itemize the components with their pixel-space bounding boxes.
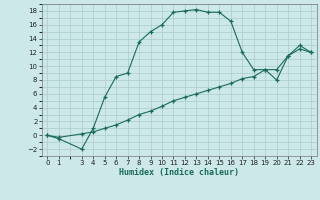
X-axis label: Humidex (Indice chaleur): Humidex (Indice chaleur)	[119, 168, 239, 177]
